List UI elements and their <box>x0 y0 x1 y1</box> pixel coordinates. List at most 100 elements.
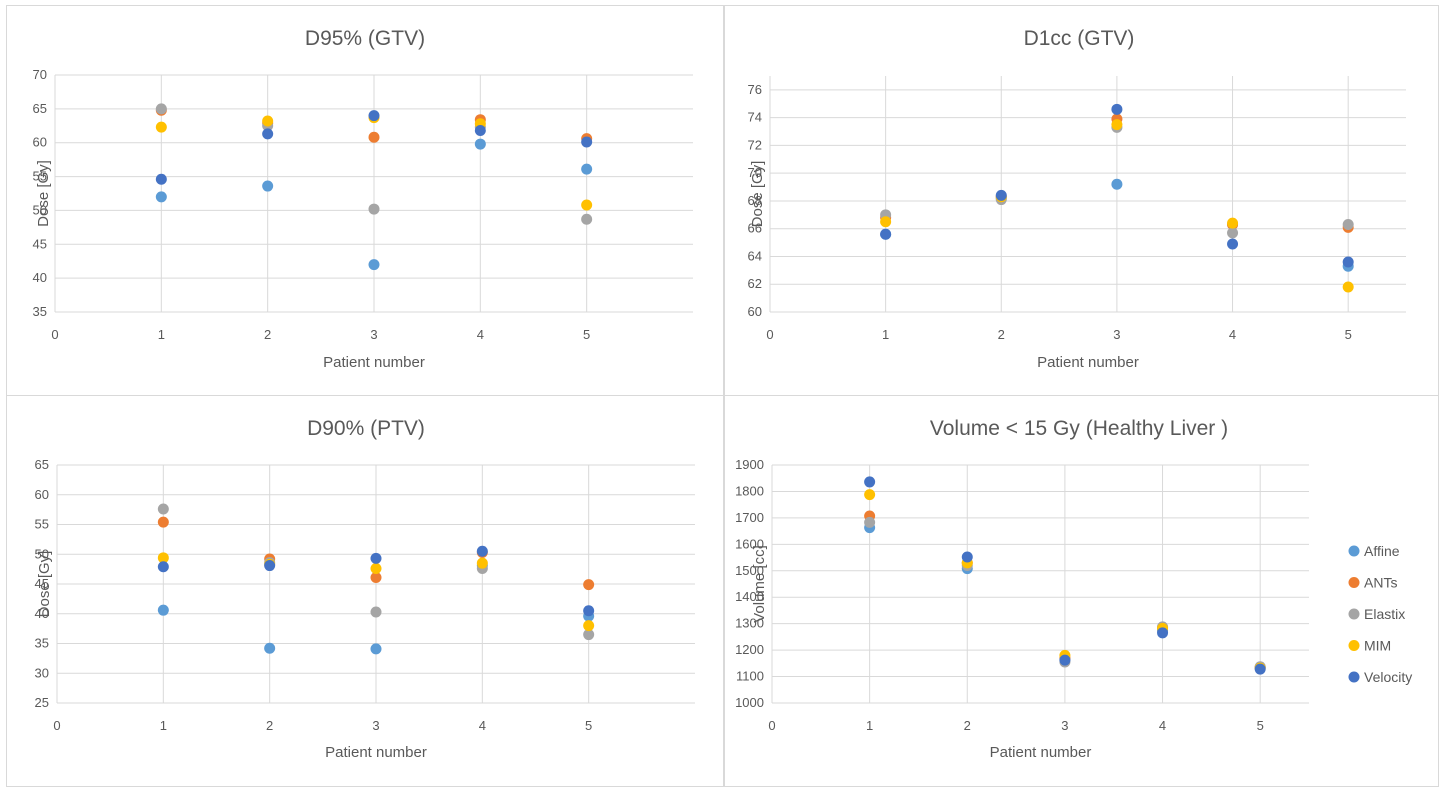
point-velocity-patient-5 <box>1254 663 1266 675</box>
chart-volume-liver: 1000 1100 1200 1300 1400 1500 1600 1700 1800 1900… <box>735 417 1309 761</box>
point-ants-patient-3 <box>368 131 380 143</box>
point-affine-patient-5 <box>581 163 593 175</box>
y-tick-label: 35 <box>33 304 47 319</box>
y-tick-label: 66 <box>748 221 762 236</box>
y-tick-label: 62 <box>748 276 762 291</box>
point-affine-patient-2 <box>264 642 276 654</box>
x-tick-label: 3 <box>1113 327 1120 342</box>
y-tick-label: 1000 <box>735 695 764 710</box>
x-tick-label: 2 <box>266 718 273 733</box>
y-tick-label: 60 <box>748 304 762 319</box>
x-tick-label: 4 <box>477 327 484 342</box>
x-tick-label: 5 <box>583 327 590 342</box>
point-velocity-patient-5 <box>583 605 595 617</box>
chart-d1cc-gtv: 60 62 64 66 68 70 72 74 76 0 1 2 3 4 5 D1cc (GTV) Patien… <box>748 27 1406 371</box>
chart-panel-d95-gtv <box>6 5 724 396</box>
y-tick-label: 1900 <box>735 457 764 472</box>
x-tick-label: 5 <box>1345 327 1352 342</box>
y-tick-label: 74 <box>748 110 762 125</box>
y-tick-label: 1600 <box>735 536 764 551</box>
point-velocity-patient-5 <box>1342 256 1354 268</box>
x-tick-label: 3 <box>372 718 379 733</box>
y-tick-label: 65 <box>33 101 47 116</box>
point-mim-patient-2 <box>262 115 274 127</box>
x-tick-label: 1 <box>160 718 167 733</box>
y-tick-label: 30 <box>35 665 49 680</box>
x-axis-title: Patient number <box>323 354 425 371</box>
y-tick-label: 1300 <box>735 616 764 631</box>
y-tick-label: 1700 <box>735 510 764 525</box>
chart-title: D95% (GTV) <box>305 27 425 50</box>
legend-marker-elastix <box>1348 608 1360 620</box>
point-elastix-patient-5 <box>1342 219 1354 231</box>
x-tick-label: 4 <box>1229 327 1236 342</box>
point-mim-patient-3 <box>1111 119 1123 131</box>
x-tick-label: 0 <box>768 718 775 733</box>
y-axis-title: Volume [cc] <box>751 545 768 623</box>
legend-label-ants: ANTs <box>1364 575 1397 591</box>
point-affine-patient-1 <box>157 604 169 616</box>
x-axis-title: Patient number <box>990 744 1092 761</box>
y-tick-label: 1100 <box>736 669 764 684</box>
point-elastix-patient-5 <box>581 213 593 225</box>
point-mim-patient-3 <box>370 563 382 575</box>
chart-panel-volume-liver <box>724 395 1439 787</box>
y-tick-label: 70 <box>748 165 762 180</box>
legend-label-velocity: Velocity <box>1364 669 1412 685</box>
y-tick-label: 60 <box>33 135 47 150</box>
point-elastix-patient-1 <box>157 503 169 515</box>
y-axis-title: Dose [Gy] <box>35 160 52 227</box>
chart-title: Volume < 15 Gy (Healthy Liver ) <box>930 417 1228 440</box>
legend-label-affine: Affine <box>1364 543 1400 559</box>
x-tick-label: 0 <box>51 327 58 342</box>
y-tick-label: 1800 <box>735 483 764 498</box>
legend-marker-velocity <box>1348 671 1360 683</box>
x-tick-label: 3 <box>370 327 377 342</box>
x-tick-label: 1 <box>158 327 165 342</box>
y-tick-label: 45 <box>33 236 47 251</box>
point-affine-patient-3 <box>370 643 382 655</box>
y-tick-label: 40 <box>33 270 47 285</box>
y-tick-label: 65 <box>35 457 49 472</box>
y-axis-title: Dose [Gy] <box>749 161 766 228</box>
point-velocity-patient-3 <box>1111 103 1123 115</box>
x-tick-label: 4 <box>479 718 486 733</box>
y-tick-label: 50 <box>35 546 49 561</box>
y-axis-title: Dose [Gy] <box>36 551 53 618</box>
point-velocity-patient-5 <box>581 136 593 148</box>
legend-marker-ants <box>1348 577 1360 588</box>
point-velocity-patient-1 <box>864 476 876 488</box>
point-ants-patient-5 <box>583 579 595 591</box>
chart-panel-d90-ptv <box>6 395 724 787</box>
point-affine-patient-1 <box>155 191 167 203</box>
y-tick-label: 1500 <box>735 563 764 578</box>
point-mim-patient-1 <box>864 489 876 501</box>
chart-title: D90% (PTV) <box>307 417 425 440</box>
x-axis-title: Patient number <box>1037 354 1139 371</box>
y-tick-label: 60 <box>35 487 49 502</box>
y-tick-label: 68 <box>748 193 762 208</box>
point-velocity-patient-3 <box>370 552 382 564</box>
x-tick-label: 1 <box>882 327 889 342</box>
point-mim-patient-5 <box>581 199 593 211</box>
legend-marker-affine <box>1348 545 1360 557</box>
y-tick-label: 35 <box>35 636 49 651</box>
point-velocity-patient-2 <box>995 189 1007 201</box>
point-ants-patient-1 <box>157 516 169 528</box>
x-tick-label: 0 <box>53 718 60 733</box>
point-velocity-patient-1 <box>157 561 169 573</box>
point-elastix-patient-1 <box>864 516 876 528</box>
point-velocity-patient-4 <box>474 125 486 137</box>
point-affine-patient-2 <box>262 180 274 192</box>
point-ants-patient-3 <box>370 571 382 583</box>
y-tick-label: 40 <box>35 606 49 621</box>
y-tick-label: 50 <box>33 202 47 217</box>
x-tick-label: 5 <box>1257 718 1264 733</box>
point-velocity-patient-4 <box>1227 238 1239 250</box>
legend-marker-mim <box>1348 640 1360 651</box>
y-tick-label: 64 <box>748 248 762 263</box>
point-affine-patient-3 <box>1111 178 1123 190</box>
point-mim-patient-5 <box>583 620 595 632</box>
